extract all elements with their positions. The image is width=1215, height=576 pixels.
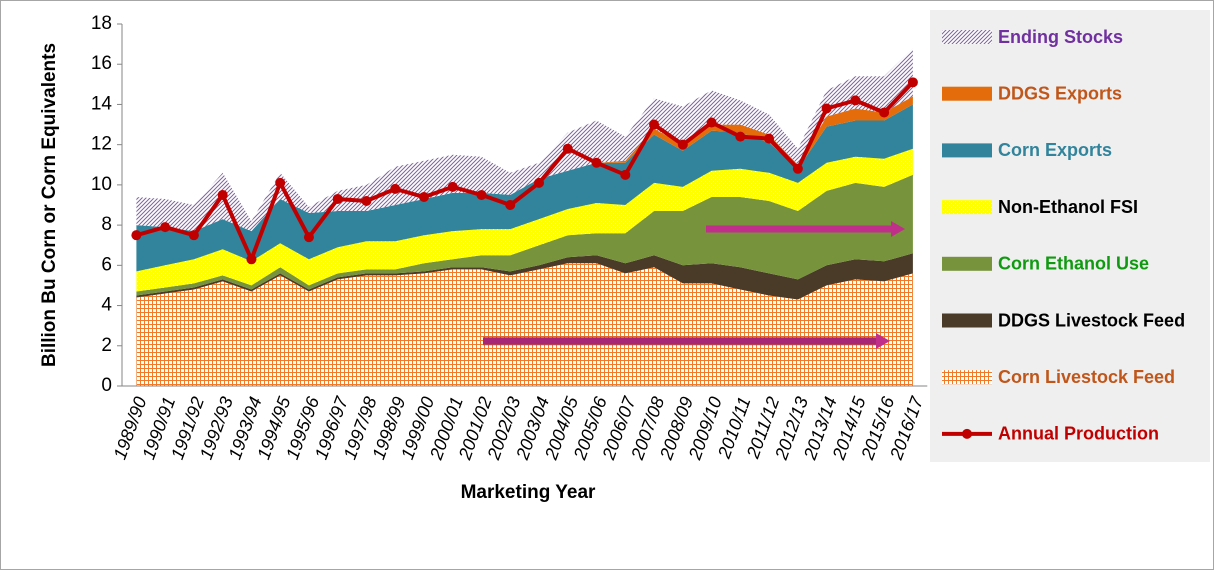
- y-tick-label: 6: [101, 254, 112, 275]
- y-tick-label: 4: [101, 295, 112, 316]
- area: [136, 263, 913, 386]
- point: [821, 103, 832, 114]
- y-tick-label: 16: [91, 53, 112, 74]
- y-tick-label: 8: [101, 214, 112, 235]
- legend-label: DDGS Livestock Feed: [998, 310, 1185, 330]
- y-tick-label: 0: [101, 375, 112, 396]
- x-axis-title: Marketing Year: [461, 482, 596, 503]
- legend-box: [930, 10, 1210, 462]
- point: [706, 117, 717, 128]
- area: [136, 148, 913, 292]
- legend-swatch: [942, 256, 992, 271]
- point: [879, 107, 890, 118]
- point: [476, 189, 487, 200]
- point: [505, 200, 516, 210]
- area: [136, 48, 913, 232]
- legend-swatch: [962, 428, 972, 439]
- legend-swatch: [942, 313, 992, 328]
- point: [390, 183, 401, 194]
- y-tick-label: 14: [91, 93, 113, 114]
- point: [620, 169, 631, 180]
- point: [332, 193, 343, 204]
- y-tick-label: 12: [91, 134, 112, 155]
- point: [850, 95, 861, 106]
- point: [275, 177, 286, 188]
- point: [649, 119, 660, 130]
- legend-label: Annual Production: [998, 424, 1159, 444]
- arrow-head: [876, 333, 890, 349]
- point: [792, 163, 803, 174]
- point: [188, 230, 199, 241]
- point: [217, 189, 228, 200]
- point: [562, 143, 573, 154]
- legend-swatch: [942, 200, 992, 215]
- point: [131, 230, 142, 241]
- point: [907, 77, 918, 88]
- area: [136, 104, 913, 272]
- point: [735, 131, 746, 142]
- point: [591, 157, 602, 168]
- area: [136, 96, 913, 232]
- y-tick-label: 10: [91, 174, 112, 195]
- y-tick-label: 18: [91, 13, 112, 34]
- arrows: [483, 221, 905, 349]
- point: [447, 181, 458, 192]
- y-axis-title: Billion Bu Corn or Corn Equivalents: [39, 43, 60, 367]
- area: [136, 253, 913, 300]
- point: [160, 222, 171, 233]
- point: [361, 195, 372, 206]
- point: [677, 139, 688, 150]
- legend-swatch: [942, 370, 992, 385]
- legend-swatch: [942, 30, 992, 44]
- legend-swatch: [942, 86, 992, 101]
- legend-label: DDGS Exports: [998, 83, 1122, 103]
- legend-label: Corn Livestock Feed: [998, 367, 1175, 387]
- line: [135, 80, 915, 262]
- area: [136, 174, 913, 296]
- legend-label: Non-Ethanol FSI: [998, 197, 1138, 217]
- y-tick-label: 2: [101, 335, 112, 356]
- arrow-head: [891, 221, 905, 237]
- plot-area: [136, 48, 913, 386]
- legend-label: Ending Stocks: [998, 27, 1123, 47]
- legend-label: Corn Exports: [998, 140, 1112, 160]
- point: [418, 191, 429, 202]
- point: [246, 254, 257, 265]
- point: [303, 232, 314, 243]
- point: [764, 133, 775, 144]
- point: [534, 177, 545, 188]
- legend-label: Corn Ethanol Use: [998, 254, 1149, 274]
- legend-swatch: [942, 143, 992, 158]
